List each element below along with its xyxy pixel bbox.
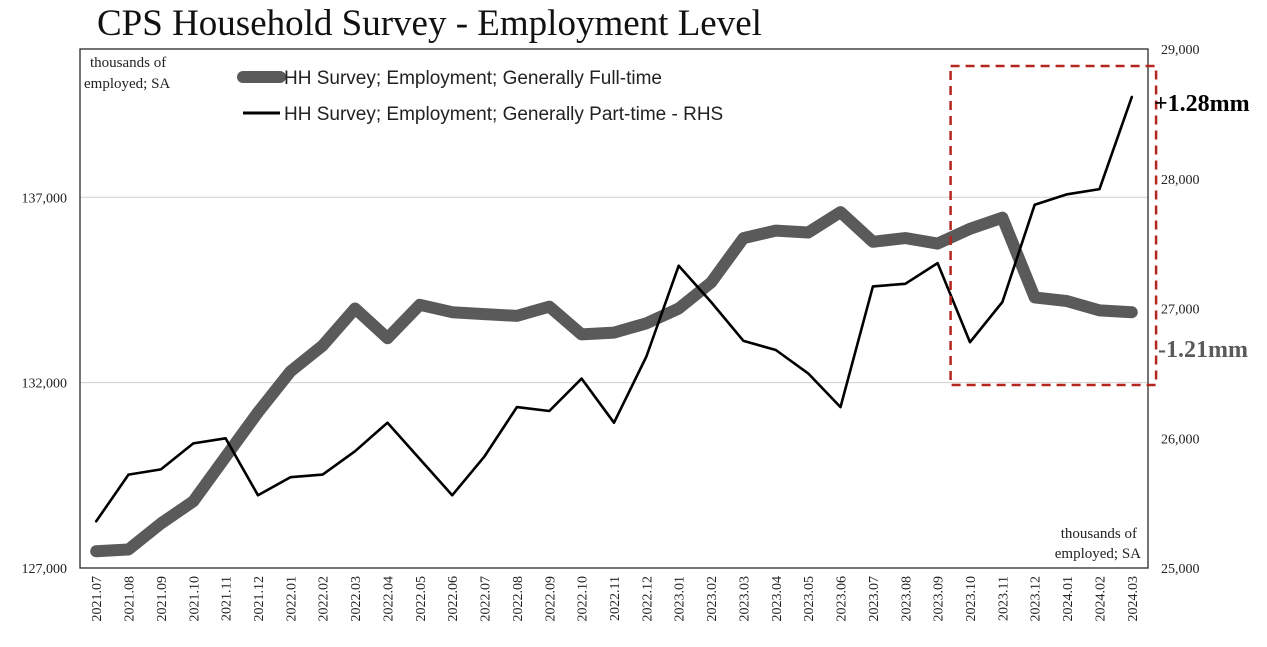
x-tick-label: 2023.11 — [996, 576, 1011, 621]
x-tick-label: 2023.08 — [899, 576, 914, 622]
x-tick-label: 2024.02 — [1093, 576, 1108, 622]
highlight-box — [949, 64, 1158, 387]
x-tick-label: 2022.08 — [511, 576, 526, 622]
x-tick-label: 2023.06 — [835, 576, 850, 622]
right-tick-label: 25,000 — [1161, 562, 1200, 577]
left-unit-label-line2: employed; SA — [84, 76, 170, 92]
x-axis: 2021.07 2021.08 2021.09 2021.10 2021.11 2021.… — [90, 576, 1141, 622]
left-unit-label-line1: thousands of — [90, 55, 166, 71]
x-tick-label: 2022.11 — [608, 576, 623, 621]
left-tick-label: 132,000 — [22, 377, 68, 392]
full-time-change-label: -1.21mm — [1158, 337, 1248, 363]
legend-label-full-time: HH Survey; Employment; Generally Full-ti… — [284, 68, 662, 89]
x-tick-label: 2021.09 — [155, 576, 170, 622]
right-tick-label: 29,000 — [1161, 43, 1200, 58]
x-tick-label: 2023.12 — [1029, 576, 1044, 622]
x-tick-label: 2022.03 — [349, 576, 364, 622]
x-tick-label: 2024.03 — [1126, 576, 1141, 622]
x-tick-label: 2021.12 — [252, 576, 267, 622]
x-tick-label: 2023.03 — [737, 576, 752, 622]
x-tick-label: 2021.10 — [187, 576, 202, 622]
right-tick-label: 28,000 — [1161, 173, 1200, 188]
right-tick-label: 26,000 — [1161, 432, 1200, 447]
plot-frame — [79, 48, 1149, 569]
x-tick-label: 2022.09 — [543, 576, 558, 622]
left-tick-label: 127,000 — [22, 562, 68, 577]
right-unit-label-line1: thousands of — [1061, 526, 1137, 542]
chart-title: CPS Household Survey - Employment Level — [97, 3, 762, 44]
x-tick-label: 2023.04 — [770, 576, 785, 622]
x-tick-label: 2023.07 — [867, 576, 882, 622]
right-unit-label-line2: employed; SA — [1055, 546, 1141, 562]
x-tick-label: 2024.01 — [1061, 576, 1076, 622]
gridlines — [80, 196, 1148, 384]
x-tick-label: 2022.12 — [640, 576, 655, 622]
right-tick-label: 27,000 — [1161, 303, 1200, 318]
full-time-series-line — [90, 206, 1138, 558]
legend: HH Survey; Employment; Generally Full-ti… — [237, 68, 723, 125]
legend-label-part-time: HH Survey; Employment; Generally Part-ti… — [284, 104, 723, 125]
right-axis: 25,000 26,000 27,000 28,000 29,000 — [1161, 43, 1200, 577]
x-tick-label: 2023.10 — [964, 576, 979, 622]
x-tick-label: 2022.07 — [479, 576, 494, 622]
x-tick-label: 2022.04 — [381, 576, 396, 622]
x-tick-label: 2021.07 — [90, 576, 105, 622]
x-tick-label: 2023.05 — [802, 576, 817, 622]
part-time-change-label: +1.28mm — [1154, 91, 1250, 117]
x-tick-label: 2023.02 — [705, 576, 720, 622]
x-tick-label: 2022.10 — [576, 576, 591, 622]
x-tick-label: 2022.06 — [446, 576, 461, 622]
x-tick-label: 2022.02 — [317, 576, 332, 622]
left-tick-label: 137,000 — [22, 191, 68, 206]
x-tick-label: 2022.05 — [414, 576, 429, 622]
x-tick-label: 2021.08 — [123, 576, 138, 622]
x-tick-label: 2023.01 — [673, 576, 688, 622]
left-axis: 127,000 132,000 137,000 — [22, 191, 68, 577]
x-tick-label: 2021.11 — [220, 576, 235, 621]
x-tick-label: 2023.09 — [932, 576, 947, 622]
part-time-series-line — [94, 95, 1134, 523]
x-tick-label: 2022.01 — [284, 576, 299, 622]
